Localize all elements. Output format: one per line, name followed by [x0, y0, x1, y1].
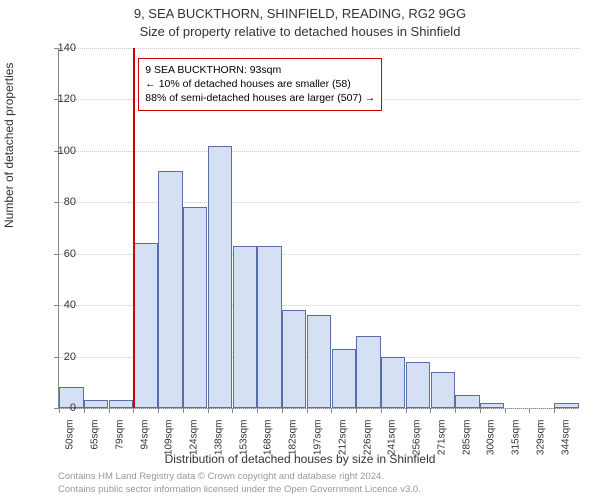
y-axis-label: Number of detached properties [2, 63, 16, 228]
x-tick-label: 315sqm [511, 420, 522, 470]
x-tick-label: 182sqm [288, 420, 299, 470]
bar [431, 372, 455, 408]
bar [554, 403, 578, 408]
x-tick-mark [356, 408, 357, 413]
bar [233, 246, 257, 408]
x-tick-mark [529, 408, 530, 413]
bar [332, 349, 356, 408]
bar [134, 243, 158, 408]
bar [406, 362, 430, 408]
footnote-line2: Contains public sector information licen… [58, 484, 421, 496]
bar [282, 310, 306, 408]
x-tick-label: 79sqm [114, 420, 125, 470]
gridline [59, 151, 579, 152]
x-tick-label: 226sqm [362, 420, 373, 470]
y-tick-label: 100 [46, 145, 76, 157]
x-tick-label: 153sqm [238, 420, 249, 470]
x-tick-mark [208, 408, 209, 413]
chart-title-main: 9, SEA BUCKTHORN, SHINFIELD, READING, RG… [0, 6, 600, 21]
x-tick-mark [282, 408, 283, 413]
x-tick-mark [505, 408, 506, 413]
bar [356, 336, 380, 408]
x-tick-mark [257, 408, 258, 413]
footnote: Contains HM Land Registry data © Crown c… [58, 471, 421, 496]
footnote-line1: Contains HM Land Registry data © Crown c… [58, 471, 421, 483]
x-tick-label: 256sqm [412, 420, 423, 470]
y-tick-label: 0 [46, 402, 76, 414]
x-tick-label: 212sqm [337, 420, 348, 470]
y-tick-label: 40 [46, 299, 76, 311]
gridline [59, 202, 579, 203]
info-line1: 9 SEA BUCKTHORN: 93sqm [145, 63, 375, 77]
x-tick-mark [84, 408, 85, 413]
x-tick-mark [381, 408, 382, 413]
bar [455, 395, 479, 408]
info-line2: ← 10% of detached houses are smaller (58… [145, 77, 375, 91]
marker-line [133, 48, 135, 408]
x-tick-mark [158, 408, 159, 413]
x-tick-mark [430, 408, 431, 413]
x-tick-label: 344sqm [560, 420, 571, 470]
x-tick-mark [183, 408, 184, 413]
x-tick-mark [455, 408, 456, 413]
x-tick-mark [232, 408, 233, 413]
bar [208, 146, 232, 408]
chart-container: 9, SEA BUCKTHORN, SHINFIELD, READING, RG… [0, 0, 600, 500]
gridline [59, 48, 579, 49]
x-tick-label: 94sqm [139, 420, 150, 470]
bar [480, 403, 504, 408]
x-tick-label: 329sqm [535, 420, 546, 470]
x-tick-mark [307, 408, 308, 413]
x-tick-label: 197sqm [313, 420, 324, 470]
bar [307, 315, 331, 408]
x-tick-label: 65sqm [90, 420, 101, 470]
y-tick-label: 80 [46, 196, 76, 208]
x-tick-mark [109, 408, 110, 413]
x-tick-label: 124sqm [189, 420, 200, 470]
x-tick-label: 241sqm [387, 420, 398, 470]
x-tick-label: 109sqm [164, 420, 175, 470]
x-tick-label: 271sqm [436, 420, 447, 470]
x-tick-label: 50sqm [65, 420, 76, 470]
bar [158, 171, 182, 408]
bar [381, 357, 405, 408]
x-tick-label: 300sqm [486, 420, 497, 470]
x-tick-label: 168sqm [263, 420, 274, 470]
bar [109, 400, 133, 408]
bar [84, 400, 108, 408]
y-tick-label: 20 [46, 351, 76, 363]
x-tick-mark [480, 408, 481, 413]
x-tick-mark [554, 408, 555, 413]
y-tick-label: 60 [46, 248, 76, 260]
x-tick-mark [331, 408, 332, 413]
x-tick-mark [406, 408, 407, 413]
info-line3: 88% of semi-detached houses are larger (… [145, 91, 375, 105]
gridline [59, 408, 579, 409]
bar [183, 207, 207, 408]
x-tick-label: 138sqm [213, 420, 224, 470]
y-tick-label: 140 [46, 42, 76, 54]
x-tick-label: 285sqm [461, 420, 472, 470]
chart-title-sub: Size of property relative to detached ho… [0, 24, 600, 39]
x-tick-mark [133, 408, 134, 413]
y-tick-label: 120 [46, 93, 76, 105]
bar [257, 246, 281, 408]
info-box: 9 SEA BUCKTHORN: 93sqm← 10% of detached … [138, 58, 382, 111]
